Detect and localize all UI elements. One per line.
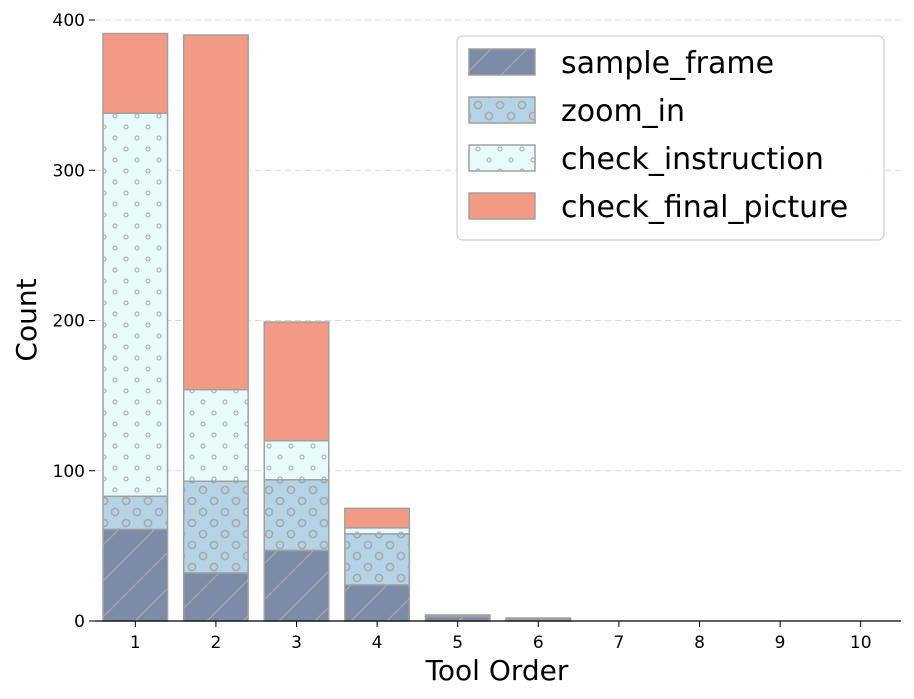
bar-check_final_picture-3 (263, 321, 330, 442)
y-tick-label: 0 (74, 612, 85, 632)
legend-swatch-hatch-sample_frame (469, 49, 535, 75)
bars (102, 32, 572, 622)
legend-swatch-check_final_picture (468, 192, 536, 220)
bar-hatch-sample_frame-5 (425, 616, 490, 621)
x-tick-label: 10 (850, 633, 872, 653)
legend-label-zoom_in: zoom_in (561, 94, 685, 129)
bar-check_final_picture-4 (344, 507, 411, 529)
bar-hatch-check_instruction-1 (103, 113, 168, 497)
bar-check_final_picture-1 (102, 32, 169, 114)
legend-label-sample_frame: sample_frame (561, 46, 774, 81)
y-tick-label: 100 (53, 462, 85, 482)
bar-hatch-sample_frame-2 (183, 572, 249, 621)
axes: 0 100 200 300 400 1 2 3 4 5 6 7 8 9 10 (53, 11, 901, 653)
y-axis-label: Count (10, 278, 43, 361)
bar-hatch-sample_frame-4 (344, 584, 410, 621)
x-tick-label: 3 (291, 633, 302, 653)
x-tick-label: 4 (372, 633, 383, 653)
bar-hatch-check_instruction-4 (344, 527, 410, 534)
bar-hatch-zoom_in-5 (425, 614, 490, 617)
y-tick-label: 300 (53, 161, 85, 181)
y-tick-label: 200 (53, 312, 85, 332)
legend-box (456, 35, 885, 241)
x-tick-label: 8 (694, 633, 705, 653)
bar-check_final_picture-6 (505, 617, 572, 621)
x-tick-label: 6 (533, 633, 544, 653)
bar-hatch-sample_frame-1 (103, 529, 168, 621)
x-tick-label: 9 (775, 633, 786, 653)
legend: sample_frame zoom_in check_instructionchec… (456, 35, 885, 241)
bar-hatch-zoom_in-2 (183, 481, 249, 573)
bar-hatch-check_instruction-2 (183, 389, 249, 482)
bar-hatch-zoom_in-1 (103, 496, 168, 530)
x-tick-label: 5 (452, 633, 463, 653)
legend-swatch-hatch-check_instruction (469, 145, 535, 171)
bar-hatch-sample_frame-3 (264, 550, 329, 621)
y-tick-label: 400 (53, 11, 85, 31)
x-tick-label: 1 (130, 633, 141, 653)
legend-swatch-hatch-zoom_in (469, 97, 535, 123)
x-axis-label: Tool Order (425, 654, 569, 687)
bar-hatch-sample_frame-6 (506, 619, 571, 621)
bar-hatch-zoom_in-3 (264, 479, 329, 551)
bar-check_final_picture-2 (182, 34, 249, 391)
legend-label-check_final_picture: check_final_picture (561, 190, 848, 225)
legend-label-check_instruction: check_instruction (561, 142, 824, 177)
bar-hatch-zoom_in-4 (344, 533, 410, 585)
x-tick-label: 2 (210, 633, 221, 653)
x-tick-label: 7 (613, 633, 624, 653)
bar-hatch-check_instruction-3 (264, 440, 329, 480)
